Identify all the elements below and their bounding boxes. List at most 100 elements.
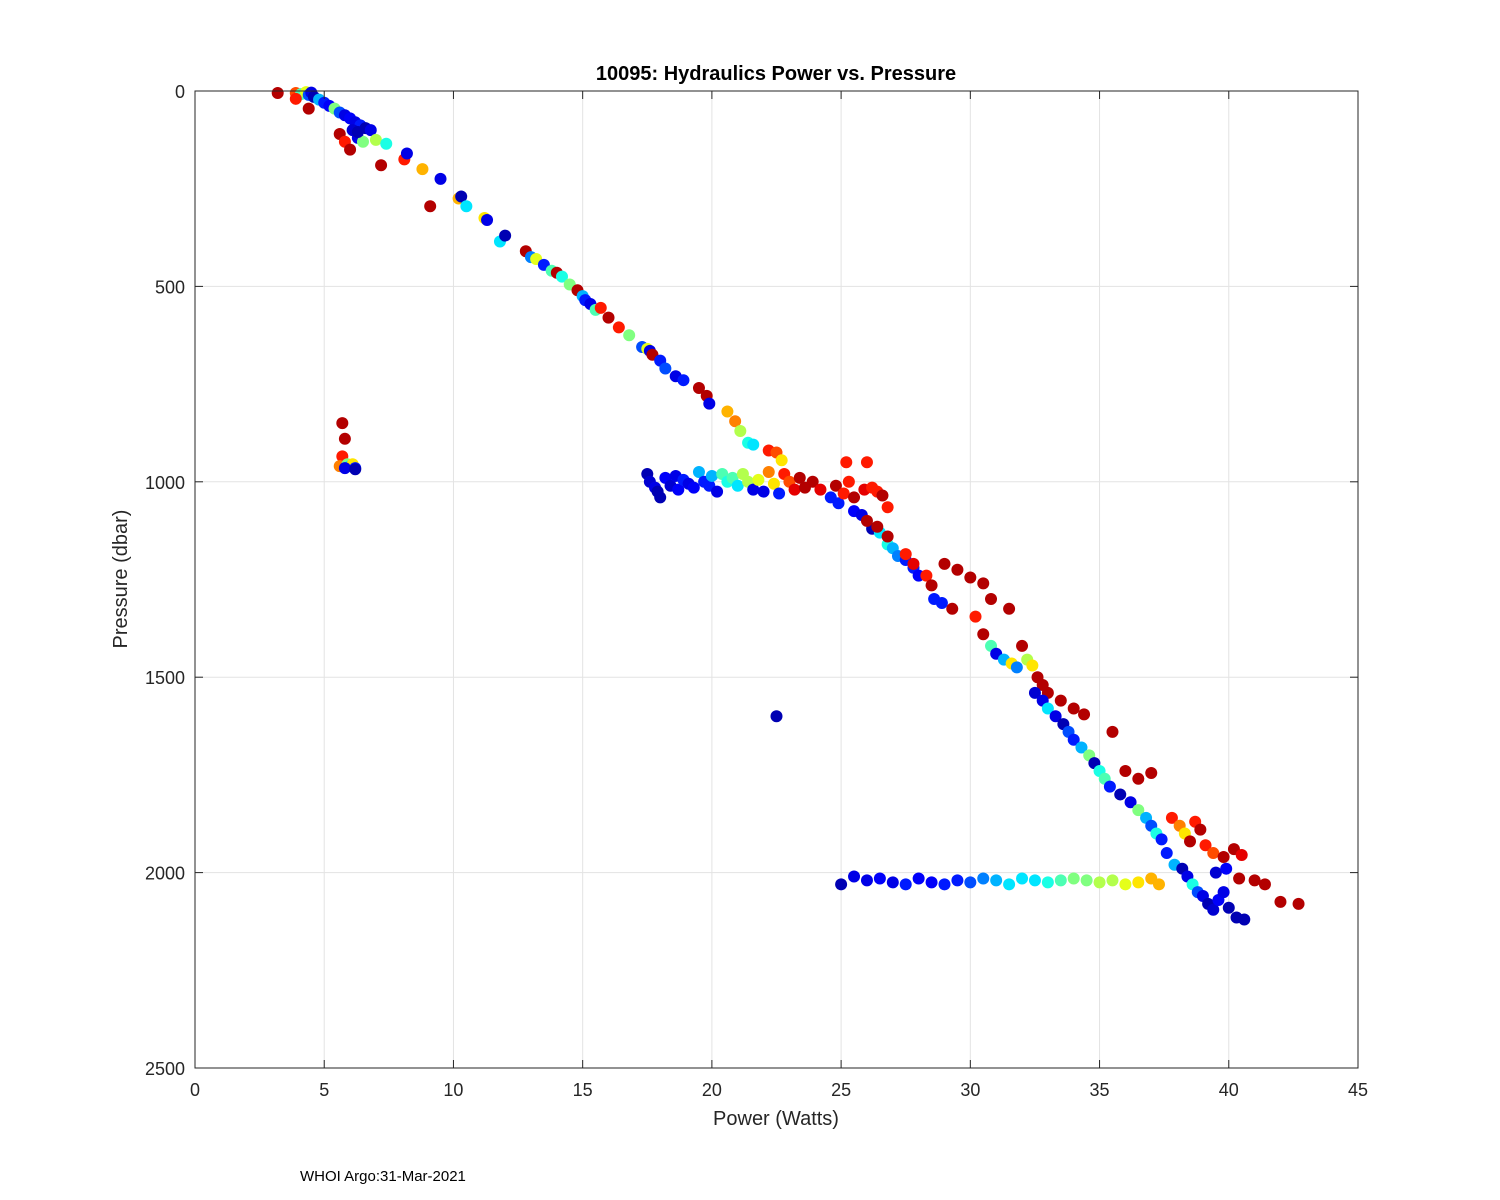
data-point (734, 424, 747, 437)
x-tick-label: 25 (831, 1080, 851, 1100)
data-point (499, 229, 512, 242)
data-point (555, 270, 568, 283)
data-point (1067, 702, 1080, 715)
chart-title: 10095: Hydraulics Power vs. Pressure (596, 63, 956, 85)
data-point (271, 86, 284, 99)
data-point (1016, 639, 1029, 652)
x-tick-label: 20 (702, 1080, 722, 1100)
x-tick-label: 45 (1348, 1080, 1368, 1100)
data-point (770, 710, 783, 723)
data-point (920, 569, 933, 582)
data-point (1207, 903, 1220, 916)
x-tick-label: 0 (190, 1080, 200, 1100)
data-point (672, 483, 685, 496)
footer-credit: WHOI Argo:31-Mar-2021 (300, 1168, 466, 1185)
data-point (1080, 874, 1093, 887)
data-point (860, 874, 873, 887)
data-point (762, 466, 775, 479)
data-point (659, 362, 672, 375)
data-point (848, 491, 861, 504)
data-point (881, 501, 894, 514)
data-point (1119, 764, 1132, 777)
x-tick-label: 5 (319, 1080, 329, 1100)
y-tick-label: 0 (175, 82, 185, 102)
data-point (731, 479, 744, 492)
data-point (1194, 823, 1207, 836)
data-point (612, 321, 625, 334)
data-point (832, 497, 845, 510)
data-point (344, 143, 357, 156)
data-point (1093, 876, 1106, 889)
data-point (460, 200, 473, 213)
data-point (455, 190, 468, 203)
data-point (1119, 878, 1132, 891)
y-axis-label: Pressure (dbar) (110, 510, 132, 649)
data-point (1274, 895, 1287, 908)
data-point (747, 438, 760, 451)
data-point (1207, 847, 1220, 860)
data-point (1041, 702, 1054, 715)
data-point (1075, 741, 1088, 754)
data-point (336, 417, 349, 430)
data-point (1217, 886, 1230, 899)
data-point (654, 491, 667, 504)
data-point (416, 163, 429, 176)
data-point (806, 475, 819, 488)
data-point (1124, 796, 1137, 809)
data-point (434, 172, 447, 185)
data-point (1028, 874, 1041, 887)
x-tick-label: 35 (1090, 1080, 1110, 1100)
data-point (1016, 872, 1029, 885)
plot-frame (194, 90, 1359, 1069)
data-point (912, 872, 925, 885)
data-point (773, 487, 786, 500)
data-point (985, 593, 998, 606)
data-point (594, 301, 607, 314)
data-point (907, 557, 920, 570)
data-point (964, 571, 977, 584)
data-point (767, 477, 780, 490)
data-point (1233, 872, 1246, 885)
data-point (1114, 788, 1127, 801)
data-point (1248, 874, 1261, 887)
data-point (793, 471, 806, 484)
data-point (925, 579, 938, 592)
data-point (400, 147, 413, 160)
data-point (380, 137, 393, 150)
data-point (860, 456, 873, 469)
data-point (1155, 833, 1168, 846)
data-point (424, 200, 437, 213)
y-tick-label: 2000 (145, 864, 185, 884)
data-point (842, 475, 855, 488)
data-point (1220, 862, 1233, 875)
data-point (1132, 876, 1145, 889)
data-point (338, 432, 351, 445)
data-point (835, 878, 848, 891)
data-point (692, 466, 705, 479)
data-point (1003, 602, 1016, 615)
data-point (623, 329, 636, 342)
data-point (721, 405, 734, 418)
y-tick-label: 500 (155, 277, 185, 297)
data-point (829, 479, 842, 492)
data-point (876, 489, 889, 502)
y-tick-label: 2500 (145, 1059, 185, 1079)
data-point (1041, 876, 1054, 889)
data-point (1067, 872, 1080, 885)
data-point (1209, 866, 1222, 879)
data-point (338, 462, 351, 475)
data-point (1078, 708, 1091, 721)
data-point (705, 469, 718, 482)
data-point (899, 878, 912, 891)
data-point (1238, 913, 1251, 926)
data-point (711, 485, 724, 498)
data-point (692, 382, 705, 395)
plot-area (195, 91, 1358, 1068)
data-point (289, 92, 302, 105)
data-point (969, 610, 982, 623)
data-point (1165, 811, 1178, 824)
data-point (886, 876, 899, 889)
data-point (1067, 733, 1080, 746)
x-tick-label: 30 (960, 1080, 980, 1100)
